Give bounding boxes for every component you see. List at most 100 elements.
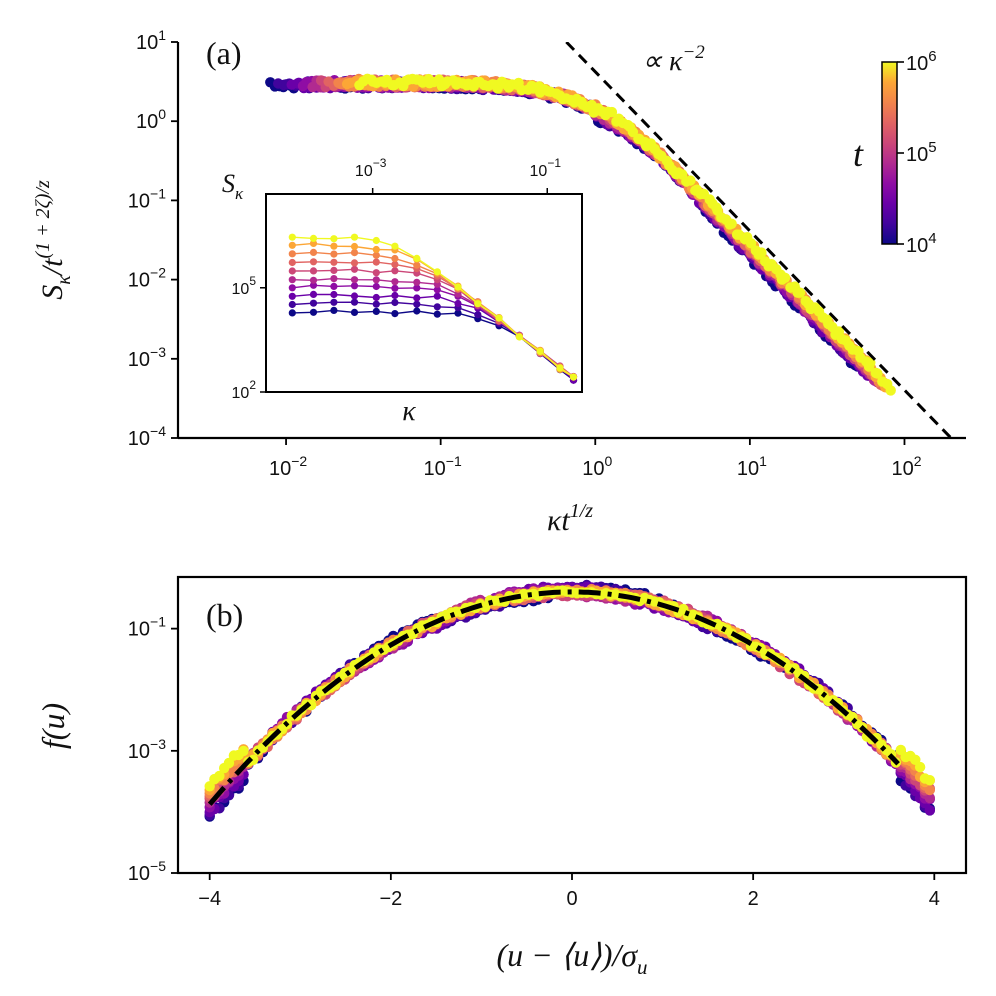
reference-slope-line bbox=[565, 42, 953, 438]
inset-data-point bbox=[536, 347, 544, 355]
data-point bbox=[794, 287, 806, 298]
x-tick-label: 2 bbox=[748, 888, 759, 910]
data-point bbox=[865, 357, 876, 368]
inset-data-point bbox=[391, 242, 399, 250]
data-point bbox=[924, 775, 935, 786]
inset-data-point bbox=[330, 242, 338, 250]
inset-data-point bbox=[372, 307, 380, 315]
data-point bbox=[872, 368, 883, 379]
inset-data-point bbox=[515, 333, 524, 341]
inset-data-point bbox=[433, 286, 441, 294]
inset-data-point bbox=[330, 290, 338, 299]
inset-data-point bbox=[372, 282, 380, 291]
inset-data-point bbox=[413, 300, 421, 308]
inset-data-point bbox=[330, 235, 338, 243]
inset-data-point bbox=[330, 275, 338, 283]
inset-data-point bbox=[413, 307, 421, 315]
x-tick-label: 10−1 bbox=[424, 453, 462, 480]
data-point bbox=[924, 792, 935, 804]
inset-data-point bbox=[350, 308, 359, 316]
inset-data-point bbox=[330, 298, 338, 306]
data-point bbox=[606, 106, 618, 118]
data-point bbox=[914, 761, 926, 773]
inset-data-point bbox=[413, 284, 421, 292]
inset-data-point bbox=[350, 298, 359, 306]
inset-data-point bbox=[330, 282, 338, 290]
inset-data-point bbox=[309, 248, 318, 256]
inset-data-point bbox=[372, 269, 380, 277]
inset-data-point bbox=[350, 292, 359, 300]
x-tick-label: 4 bbox=[929, 888, 940, 910]
inset-data-point bbox=[330, 306, 338, 314]
inset-data-point bbox=[309, 276, 318, 284]
inset-data-point bbox=[350, 259, 359, 267]
inset-data-point bbox=[433, 303, 441, 311]
y-tick-label: 101 bbox=[136, 27, 166, 54]
inset-data-point bbox=[495, 314, 503, 322]
data-point bbox=[924, 805, 935, 816]
inset-data-point bbox=[454, 290, 462, 298]
panel-a-data-points bbox=[265, 73, 896, 396]
y-tick-label: 10−3 bbox=[128, 736, 166, 763]
inset-data-point bbox=[350, 242, 359, 251]
x-tick-label: 10−2 bbox=[269, 453, 307, 480]
inset-series bbox=[288, 233, 578, 384]
inset-data-point bbox=[433, 310, 441, 318]
inset-data-point bbox=[309, 234, 318, 242]
panel-a-y-axis-label: Sκ/t(1 + 2ζ)/z bbox=[32, 180, 75, 300]
inset-data-point bbox=[474, 311, 482, 319]
inset-data-point bbox=[454, 283, 462, 291]
inset-data-point bbox=[413, 261, 421, 269]
inset-data-point bbox=[372, 245, 380, 254]
panel-b-label: (b) bbox=[206, 597, 243, 633]
inset-data-point bbox=[309, 239, 318, 247]
reference-line-label: ∝ κ−2 bbox=[642, 42, 705, 77]
inset-data-point bbox=[288, 284, 296, 292]
inset-data-point bbox=[474, 300, 482, 308]
panel-a-ticks: 10−2 10−1 100 101 102 101 100 10−1 10−2 10−3 10−4 bbox=[128, 27, 922, 480]
inset-background bbox=[266, 194, 582, 392]
x-tick-label: 101 bbox=[737, 453, 767, 480]
data-point bbox=[756, 247, 767, 258]
inset-data-point bbox=[372, 251, 380, 259]
inset-data-point bbox=[391, 267, 399, 275]
inset-data-point bbox=[288, 258, 296, 267]
inset-data-point bbox=[288, 241, 296, 249]
inset-data-point bbox=[569, 373, 578, 381]
inset-y-tick-label: 102 bbox=[232, 378, 257, 402]
y-tick-label: 10−3 bbox=[128, 344, 166, 371]
x-tick-label: 0 bbox=[566, 888, 577, 910]
y-tick-label: 10−5 bbox=[128, 858, 166, 885]
y-tick-label: 10−1 bbox=[128, 614, 166, 641]
inset-x-axis-label: κ bbox=[402, 396, 416, 427]
panel-a: 10−2 10−1 100 101 10210110010−110−210−310−4 … bbox=[32, 27, 966, 537]
x-tick-label: −4 bbox=[198, 888, 221, 910]
data-point bbox=[685, 175, 696, 186]
inset-x-tick-label: 10−3 bbox=[355, 156, 387, 180]
inset-data-point bbox=[372, 276, 380, 284]
inset-data-point bbox=[413, 278, 421, 286]
colorbar-tick-label: 105 bbox=[906, 139, 937, 166]
y-tick-label: 10−1 bbox=[128, 185, 166, 212]
inset-x-tick-label: 10−1 bbox=[530, 156, 562, 180]
inset-data-point bbox=[556, 364, 564, 372]
colorbar bbox=[881, 61, 898, 245]
inset-data-point bbox=[309, 299, 318, 307]
inset-data-point bbox=[288, 276, 296, 284]
panel-b-ticks: −4 −2 0 2 4 10−1 10−3 10−5 bbox=[128, 614, 940, 910]
colorbar-label: t bbox=[853, 134, 864, 174]
inset-data-point bbox=[330, 250, 338, 258]
inset-data-point bbox=[433, 268, 441, 276]
colorbar-ticks: 106 105 104 bbox=[897, 48, 937, 257]
inset-data-point bbox=[372, 293, 380, 302]
data-point bbox=[924, 784, 935, 796]
inset-ticks: 10−3 10−1 105 102 bbox=[232, 156, 562, 402]
inset-data-point bbox=[454, 299, 462, 308]
colorbar-tick-label: 104 bbox=[906, 230, 937, 257]
inset-data-point bbox=[288, 292, 296, 300]
inset-frame bbox=[265, 193, 583, 393]
y-tick-label: 10−4 bbox=[128, 423, 166, 450]
inset-data-point bbox=[433, 292, 441, 300]
inset-data-point bbox=[350, 282, 359, 290]
inset-data-point bbox=[309, 267, 318, 275]
